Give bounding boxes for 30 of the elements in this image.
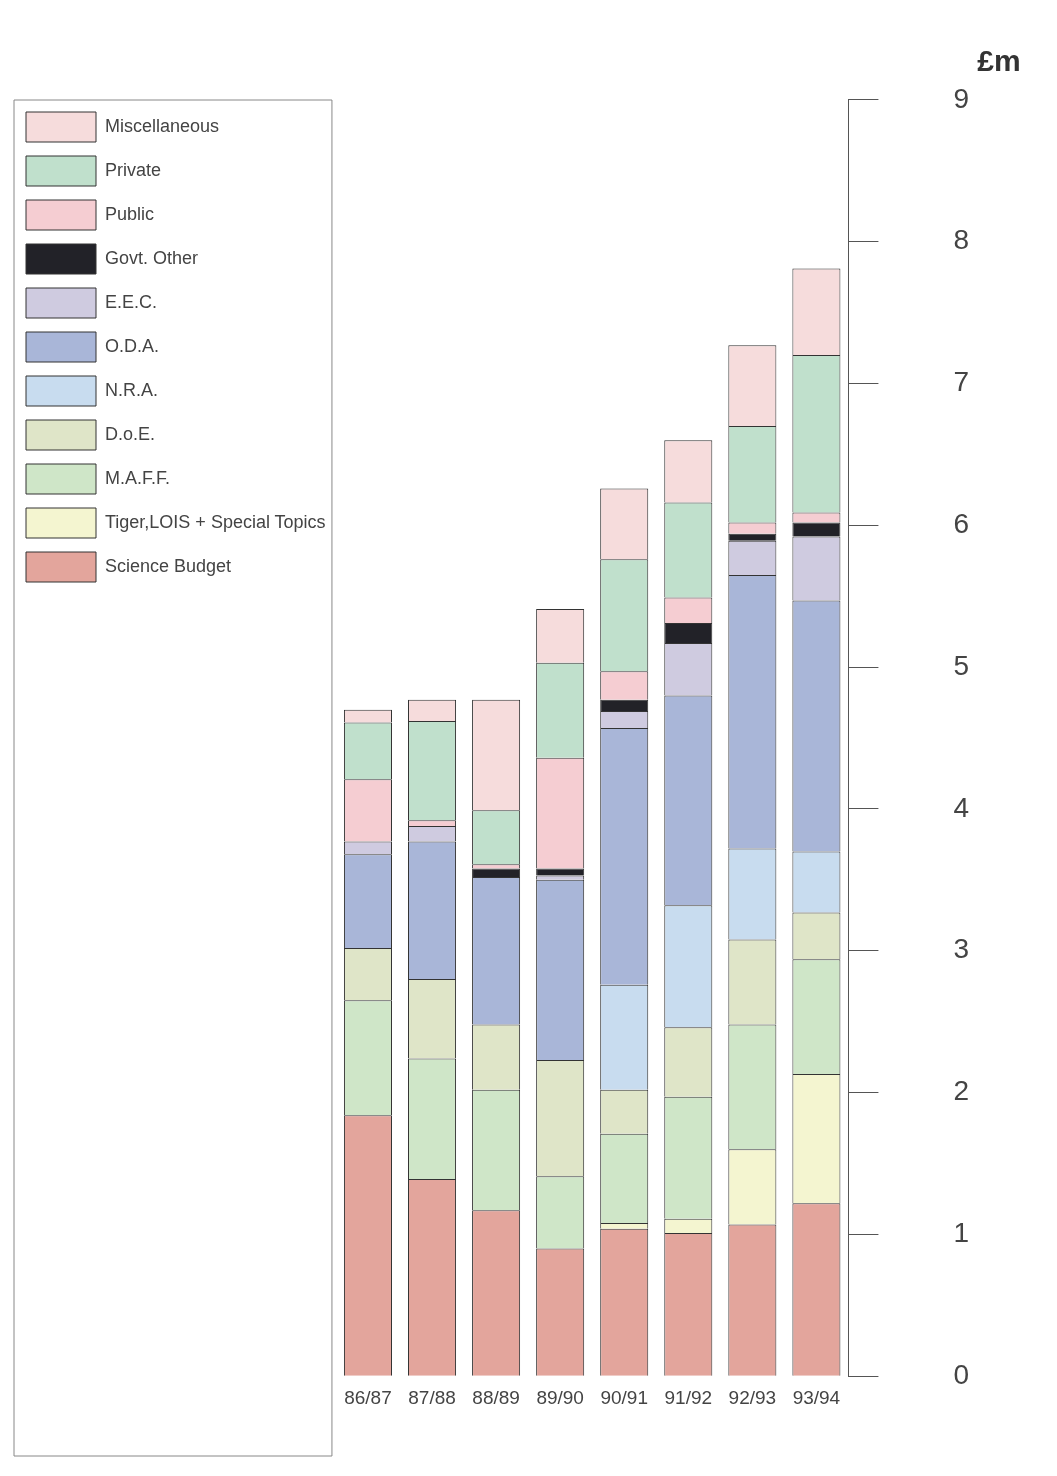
legend-label: Private xyxy=(105,159,162,180)
x-tick-label: 91/92 xyxy=(664,1386,713,1408)
legend-label: Govt. Other xyxy=(105,247,199,268)
y-tick-label: 3 xyxy=(953,933,970,965)
y-tick-label: 7 xyxy=(953,366,970,398)
legend-label: N.R.A. xyxy=(105,379,159,400)
x-tick-label: 90/91 xyxy=(600,1386,648,1408)
x-tick-label: 88/89 xyxy=(472,1386,520,1408)
y-axis-title: £m xyxy=(977,44,1021,78)
y-tick-label: 4 xyxy=(953,791,970,823)
legend-label: Science Budget xyxy=(105,555,232,576)
y-tick-label: 5 xyxy=(953,649,970,681)
x-tick-label: 92/93 xyxy=(728,1386,777,1408)
legend-label: E.E.C. xyxy=(105,291,158,312)
y-tick-label: 1 xyxy=(953,1217,970,1249)
x-tick-label: 93/94 xyxy=(792,1386,841,1408)
y-tick-label: 8 xyxy=(953,224,970,256)
legend-label: M.A.F.F. xyxy=(105,467,171,488)
x-tick-label: 87/88 xyxy=(408,1386,456,1408)
y-tick-label: 6 xyxy=(953,507,970,539)
legend-label: Tiger,LOIS + Special Topics xyxy=(105,511,326,532)
x-tick-label: 89/90 xyxy=(536,1386,584,1408)
legend-label: D.o.E. xyxy=(105,423,156,444)
legend-label: Public xyxy=(105,203,155,224)
legend-label: O.D.A. xyxy=(105,335,160,356)
y-tick-label: 9 xyxy=(953,82,970,114)
x-tick-label: 86/87 xyxy=(344,1386,392,1408)
legend-label: Miscellaneous xyxy=(105,115,220,136)
y-tick-label: 0 xyxy=(953,1358,970,1390)
y-tick-label: 2 xyxy=(953,1075,970,1107)
